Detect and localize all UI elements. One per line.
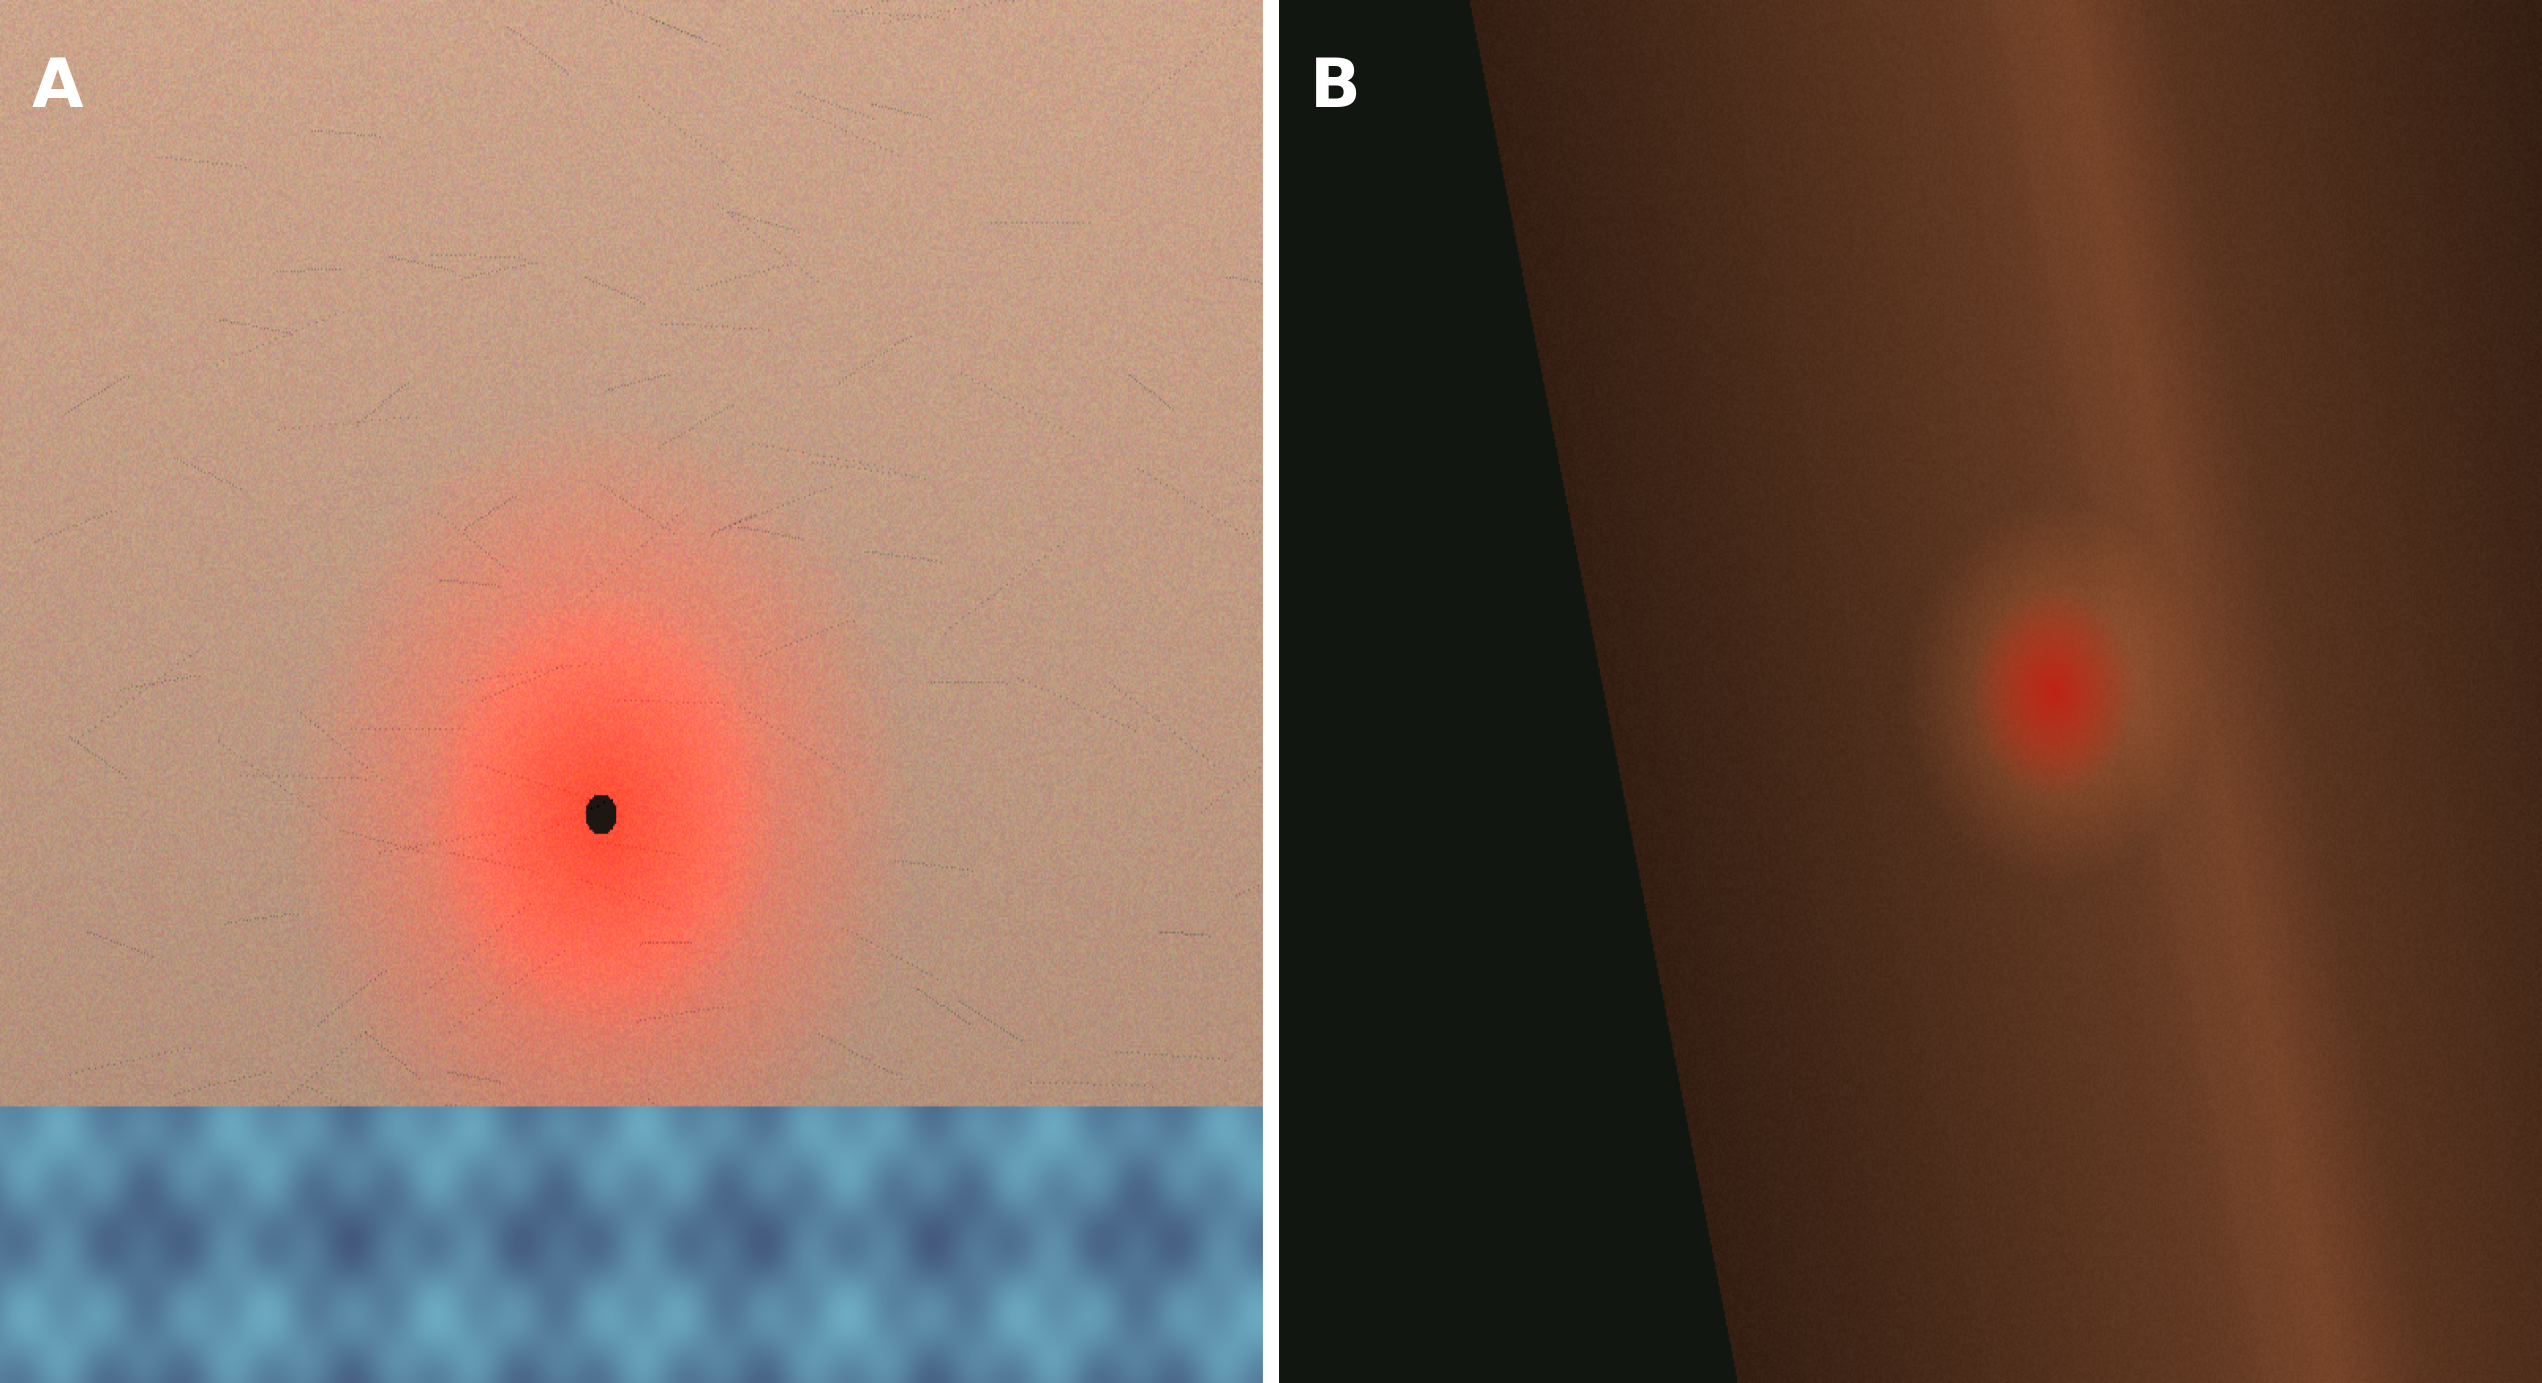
Text: A: A <box>31 55 84 122</box>
Text: B: B <box>1309 55 1360 122</box>
